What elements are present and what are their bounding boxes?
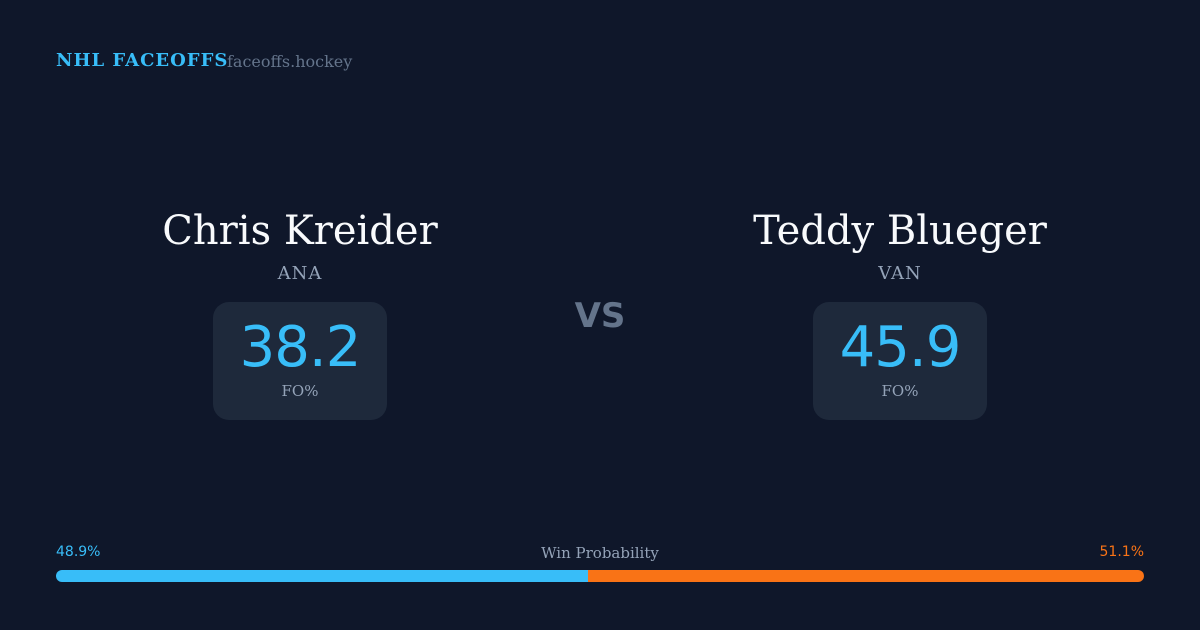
stat-label: FO% (281, 382, 319, 400)
win-prob-label: Win Probability (541, 544, 659, 562)
stat-label: FO% (881, 382, 919, 400)
win-prob-right: 51.1% (1099, 544, 1144, 560)
site-link[interactable]: faceoffs.hockey (227, 52, 353, 71)
player-team: VAN (878, 263, 922, 284)
player-team: ANA (277, 263, 323, 284)
win-prob-left: 48.9% (56, 544, 101, 560)
win-prob-right-fill (588, 570, 1144, 582)
stat-value: 45.9 (839, 315, 962, 380)
stat-card: 38.2 FO% (213, 302, 387, 420)
win-probability-bar (56, 570, 1144, 582)
stat-value: 38.2 (239, 315, 362, 380)
player-name: Chris Kreider (162, 208, 438, 254)
player-right: Teddy Blueger VAN 45.9 FO% (700, 205, 1100, 420)
brand-title: NHL FACEOFFS (56, 50, 229, 71)
win-prob-left-fill (56, 570, 589, 582)
player-left: Chris Kreider ANA 38.2 FO% (100, 205, 500, 420)
stat-card: 45.9 FO% (813, 302, 987, 420)
player-name: Teddy Blueger (753, 208, 1047, 254)
vs-label: VS (574, 296, 626, 336)
